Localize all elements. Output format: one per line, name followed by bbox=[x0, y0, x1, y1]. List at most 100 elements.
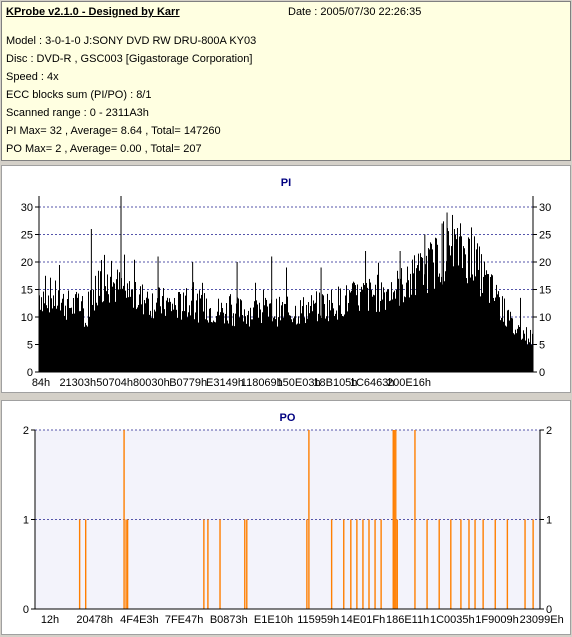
pi-bar bbox=[96, 302, 97, 372]
po-bar bbox=[126, 519, 129, 609]
pi-bar bbox=[483, 276, 484, 372]
pi-bar bbox=[440, 282, 441, 372]
pi-bar bbox=[307, 318, 308, 372]
pi-bar bbox=[414, 255, 415, 372]
pi-bar bbox=[428, 248, 429, 372]
pi-bar bbox=[423, 284, 424, 372]
pi-bar bbox=[261, 323, 262, 372]
pi-xtick-label: 1C6463h bbox=[350, 377, 395, 389]
pi-bar bbox=[177, 317, 178, 372]
pi-bar bbox=[299, 323, 300, 372]
pi-bar bbox=[134, 259, 135, 372]
pi-bar bbox=[346, 285, 347, 372]
pi-bar bbox=[70, 308, 71, 372]
pi-bar bbox=[374, 295, 375, 372]
pi-bar bbox=[171, 311, 172, 372]
pi-bar bbox=[505, 325, 506, 372]
pi-bar bbox=[273, 317, 274, 372]
pi-bar bbox=[340, 288, 341, 372]
pi-bar bbox=[420, 253, 421, 372]
pi-bar bbox=[402, 284, 403, 372]
pi-bar bbox=[205, 319, 206, 372]
pi-bar bbox=[427, 293, 428, 372]
pi-bar bbox=[159, 287, 160, 372]
pi-bar bbox=[117, 269, 118, 372]
pi-bar bbox=[500, 320, 501, 372]
po-xtick-label: 186E11h bbox=[386, 614, 429, 626]
pi-bar bbox=[152, 293, 153, 372]
pi-bar bbox=[527, 344, 528, 372]
pi-bar bbox=[148, 298, 149, 372]
pi-bar bbox=[438, 276, 439, 372]
pi-bar bbox=[335, 313, 336, 372]
pi-bar bbox=[68, 290, 69, 372]
pi-bar bbox=[339, 305, 340, 372]
pi-bar bbox=[449, 245, 450, 372]
pi-bar bbox=[394, 290, 395, 372]
pi-bar bbox=[348, 303, 349, 372]
pi-bar bbox=[370, 282, 371, 372]
pi-bar bbox=[316, 291, 317, 372]
pi-bar bbox=[262, 312, 263, 372]
pi-bar bbox=[100, 271, 101, 372]
pi-bar bbox=[92, 304, 93, 372]
pi-bar bbox=[63, 293, 64, 372]
pi-bar bbox=[112, 286, 113, 372]
pi-bar bbox=[445, 271, 446, 372]
pi-bar bbox=[357, 284, 358, 372]
pi-bar bbox=[325, 318, 326, 372]
pi-bar bbox=[372, 296, 373, 372]
pi-bar bbox=[294, 316, 295, 372]
po-summary-line: PO Max= 2 , Average= 0.00 , Total= 207 bbox=[6, 143, 202, 155]
pi-bar bbox=[331, 289, 332, 372]
pi-bar bbox=[434, 288, 435, 372]
pi-bar bbox=[195, 312, 196, 372]
pi-bar bbox=[75, 294, 76, 372]
pi-bar bbox=[399, 305, 400, 372]
pi-ytick-label-right: 10 bbox=[539, 312, 551, 324]
pi-bar bbox=[367, 287, 368, 372]
pi-bar bbox=[513, 333, 514, 372]
po-chart: PO 0 0 1 1 2 2 12h 20478h 4F4E3h 7FE47h B0873h E1E10… bbox=[23, 412, 564, 626]
pi-bar bbox=[418, 253, 419, 372]
pi-bar bbox=[328, 321, 329, 372]
pi-bar bbox=[254, 301, 255, 372]
pi-bar bbox=[406, 282, 407, 372]
pi-bar bbox=[183, 292, 184, 372]
pi-bar bbox=[326, 316, 327, 372]
pi-bar bbox=[327, 293, 328, 372]
pi-bar bbox=[344, 314, 345, 372]
pi-bar bbox=[430, 242, 431, 372]
pi-bar bbox=[66, 319, 67, 372]
pi-bar bbox=[236, 303, 237, 372]
pi-bar bbox=[497, 294, 498, 372]
po-bar bbox=[426, 519, 428, 609]
pi-chart: PI 0 0 5 5 10 10 15 15 20 20 25 25 30 30 84h 21303h 50704… bbox=[21, 177, 552, 389]
pi-bar bbox=[496, 284, 497, 372]
pi-bar bbox=[48, 295, 49, 372]
pi-bar bbox=[212, 322, 213, 372]
pi-spike bbox=[286, 267, 287, 372]
pi-bar bbox=[426, 255, 427, 372]
pi-bar bbox=[524, 333, 525, 372]
pi-bar bbox=[515, 329, 516, 372]
pi-bar bbox=[390, 300, 391, 372]
pi-bar bbox=[55, 280, 56, 372]
pi-bar bbox=[174, 297, 175, 372]
pi-bar bbox=[416, 268, 417, 372]
pi-bar bbox=[383, 287, 384, 372]
pi-bar bbox=[258, 317, 259, 372]
pi-bar bbox=[172, 303, 173, 372]
po-xtick-label: E1E10h bbox=[254, 614, 293, 626]
pi-bar bbox=[408, 280, 409, 372]
pi-bar bbox=[50, 277, 51, 372]
pi-bar bbox=[467, 283, 468, 372]
pi-bar bbox=[106, 291, 107, 372]
pi-spike bbox=[271, 256, 273, 372]
pi-bar bbox=[304, 317, 305, 372]
pi-bar bbox=[355, 285, 356, 372]
pi-bar bbox=[475, 276, 476, 372]
pi-bar bbox=[164, 309, 165, 372]
pi-bar bbox=[298, 316, 299, 372]
pi-bar bbox=[403, 302, 404, 372]
